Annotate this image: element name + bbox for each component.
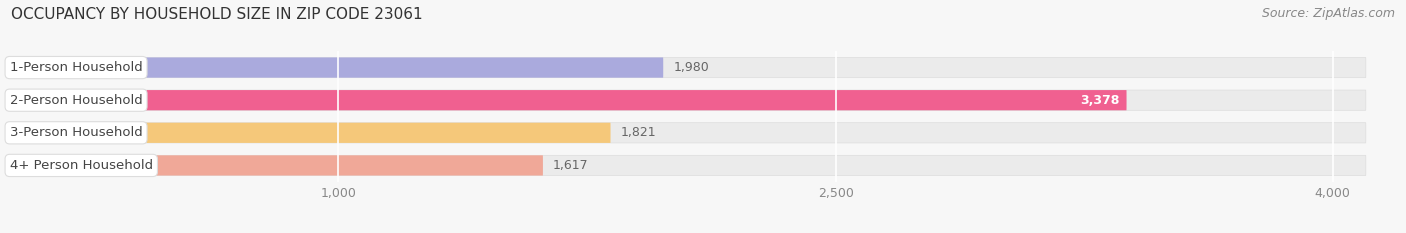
Text: 1,617: 1,617 xyxy=(553,159,589,172)
Text: 1-Person Household: 1-Person Household xyxy=(10,61,142,74)
Text: 1,980: 1,980 xyxy=(673,61,709,74)
Text: 3,378: 3,378 xyxy=(1081,94,1121,107)
FancyBboxPatch shape xyxy=(7,123,1365,143)
FancyBboxPatch shape xyxy=(7,155,543,175)
FancyBboxPatch shape xyxy=(7,155,1365,175)
Text: 2-Person Household: 2-Person Household xyxy=(10,94,142,107)
Text: 1,821: 1,821 xyxy=(620,126,657,139)
FancyBboxPatch shape xyxy=(7,58,1365,78)
Text: OCCUPANCY BY HOUSEHOLD SIZE IN ZIP CODE 23061: OCCUPANCY BY HOUSEHOLD SIZE IN ZIP CODE … xyxy=(11,7,423,22)
Text: Source: ZipAtlas.com: Source: ZipAtlas.com xyxy=(1261,7,1395,20)
FancyBboxPatch shape xyxy=(7,123,610,143)
FancyBboxPatch shape xyxy=(7,90,1126,110)
FancyBboxPatch shape xyxy=(7,90,1365,110)
FancyBboxPatch shape xyxy=(7,58,664,78)
Text: 4+ Person Household: 4+ Person Household xyxy=(10,159,153,172)
Text: 3-Person Household: 3-Person Household xyxy=(10,126,142,139)
